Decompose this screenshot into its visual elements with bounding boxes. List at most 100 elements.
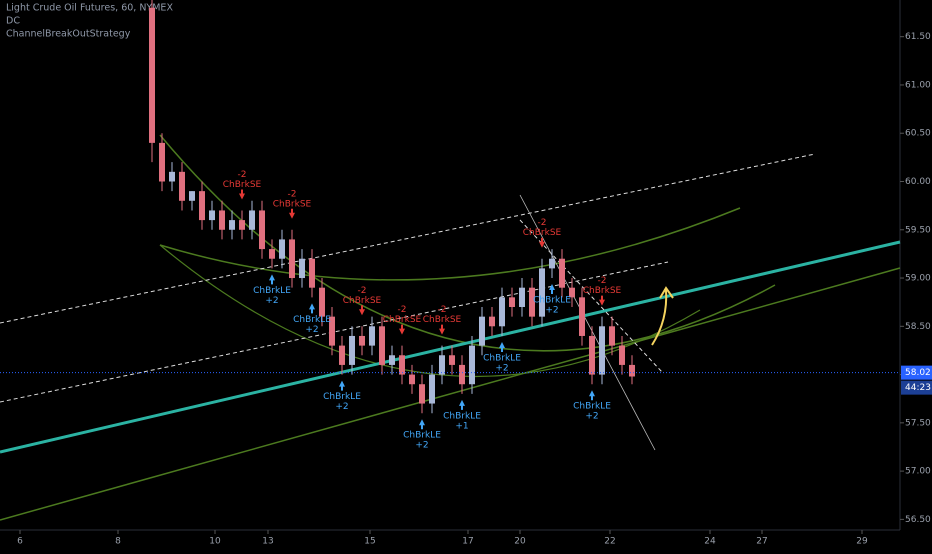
y-tick-label: 56.50: [905, 515, 931, 525]
indicator-label: DC: [6, 16, 20, 27]
signal-arrow: [599, 295, 605, 306]
y-tick-label: 58.50: [905, 322, 931, 332]
signal-arrow: [419, 419, 425, 430]
signal-qty: +2: [415, 441, 428, 451]
candle-body: [509, 297, 515, 307]
arc: [159, 207, 741, 281]
candle-body: [439, 355, 445, 375]
y-tick-label: 61.50: [905, 32, 931, 42]
candle-body: [449, 355, 455, 365]
x-tick-label: 6: [17, 537, 23, 547]
signal-arrow: [399, 324, 405, 335]
signal-label: ChBrkLE: [533, 296, 571, 306]
candle-body: [229, 220, 235, 230]
x-tick-label: 8: [115, 537, 121, 547]
signal-arrow: [339, 380, 345, 391]
countdown-box: [901, 380, 932, 395]
candle-body: [369, 326, 375, 346]
candle-body: [159, 142, 165, 182]
candle-body: [419, 384, 425, 404]
candle-body: [339, 345, 345, 365]
arc: [159, 134, 776, 352]
arrow: [651, 286, 674, 346]
last-price-label: 58.02: [905, 368, 931, 378]
candle-body: [209, 210, 215, 221]
signal-arrow: [499, 341, 505, 352]
signal-label: ChBrkLE: [293, 315, 331, 325]
signal-arrow: [459, 399, 465, 410]
candle-body: [179, 171, 185, 201]
signal-arrow: [549, 284, 555, 295]
candle-body: [289, 239, 295, 279]
signal-qty: -2: [398, 305, 407, 315]
signal-label: ChBrkSE: [423, 315, 462, 325]
candle-body: [469, 345, 475, 385]
candle-body: [149, 7, 155, 143]
x-tick-label: 15: [364, 537, 375, 547]
candle-body: [569, 287, 575, 298]
signal-label: ChBrkSE: [583, 286, 622, 296]
candle-body: [199, 191, 205, 221]
signal-label: ChBrkLE: [443, 411, 481, 421]
candle-body: [519, 287, 525, 307]
y-tick-label: 57.00: [905, 467, 931, 477]
signal-label: ChBrkLE: [403, 431, 441, 441]
signal-qty: -2: [438, 305, 447, 315]
y-tick-label: 60.50: [905, 129, 931, 139]
candle-body: [629, 364, 635, 377]
y-tick-label: 59.00: [905, 274, 931, 284]
signal-label: ChBrkLE: [323, 392, 361, 402]
trendline: [0, 240, 901, 454]
chart-title: Light Crude Oil Futures, 60, NYMEX: [6, 3, 173, 14]
candle-body: [429, 374, 435, 404]
candle-body: [589, 335, 595, 375]
candle-body: [479, 316, 485, 346]
y-tick-label: 60.00: [905, 177, 931, 187]
candle-body: [299, 258, 305, 279]
signal-arrow: [439, 324, 445, 335]
candle-body: [269, 249, 275, 259]
signal-label: ChBrkSE: [523, 228, 562, 238]
x-tick-label: 20: [514, 537, 526, 547]
signal-arrow: [359, 305, 365, 316]
signal-qty: -2: [288, 189, 297, 199]
candle-body: [489, 316, 495, 327]
candle-body: [609, 326, 615, 346]
trendline: [519, 194, 656, 451]
x-tick-label: 24: [704, 537, 716, 547]
drawings: [0, 134, 901, 521]
signal-qty: +1: [455, 421, 468, 431]
signal-label: ChBrkSE: [383, 315, 422, 325]
x-tick-label: 17: [462, 537, 473, 547]
signal-label: ChBrkSE: [343, 296, 382, 306]
y-tick-label: 59.50: [905, 225, 931, 235]
trendline: [0, 267, 901, 521]
candle-body: [529, 287, 535, 317]
x-tick-label: 13: [262, 537, 273, 547]
candle-body: [319, 287, 325, 317]
candle-body: [389, 355, 395, 365]
signal-arrow: [309, 303, 315, 314]
signal-qty: +2: [585, 412, 598, 422]
x-tick-label: 10: [209, 537, 221, 547]
signal-qty: -2: [358, 286, 367, 296]
candle-body: [499, 297, 505, 327]
signal-arrow: [589, 390, 595, 401]
candle-body: [239, 220, 245, 230]
countdown-label: 44:23: [905, 383, 931, 393]
candle-body: [619, 345, 625, 365]
candle-body: [329, 316, 335, 346]
signal-qty: +2: [265, 296, 278, 306]
last-price-box: [901, 365, 932, 380]
candle-body: [409, 374, 415, 385]
candle-body: [309, 258, 315, 288]
candle-body: [459, 364, 465, 385]
candle-body: [349, 335, 355, 365]
y-tick-label: 57.50: [905, 418, 931, 428]
candle-body: [279, 239, 285, 259]
signal-qty: -2: [538, 218, 547, 228]
candle-body: [249, 210, 255, 230]
candle-body: [599, 326, 605, 375]
signal-qty: -2: [238, 170, 247, 180]
